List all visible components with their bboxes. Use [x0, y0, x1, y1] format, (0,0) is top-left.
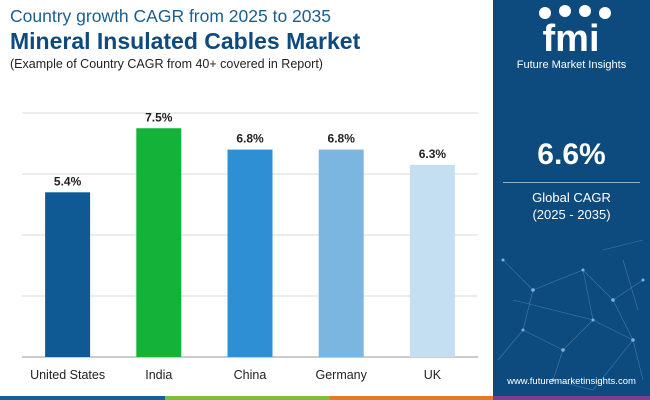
data-label: 6.8% [328, 132, 356, 146]
footer-strip-purple [493, 396, 650, 400]
website-url[interactable]: www.futuremarketinsights.com [507, 376, 636, 387]
footer-strip-blue [0, 396, 165, 400]
data-label: 6.3% [419, 147, 447, 161]
global-cagr-label: Global CAGR [532, 190, 611, 205]
data-label: 7.5% [145, 110, 173, 124]
bar [45, 192, 91, 357]
footer-strip-green [165, 396, 330, 400]
panel-divider [503, 182, 640, 183]
fmi-logo: fmi [539, 5, 611, 60]
bar-chart: 5.4% United States 7.5% India 6.8% China 6.8% G… [22, 110, 478, 382]
footer-strip-orange [330, 396, 493, 400]
chart-note: (Example of Country CAGR from 40+ covere… [10, 57, 323, 71]
chart-subtitle: Country growth CAGR from 2025 to 2035 [10, 6, 331, 26]
category-label: India [145, 368, 172, 382]
summary-panel: fmi Future Market Insights 6.6% Global C… [493, 0, 650, 400]
category-label: Germany [315, 368, 367, 382]
network-pattern [497, 239, 645, 391]
bar [318, 149, 364, 357]
global-cagr-value: 6.6% [537, 138, 606, 171]
category-label: UK [424, 368, 442, 382]
bar [227, 149, 273, 357]
bar [409, 164, 455, 357]
chart-title: Mineral Insulated Cables Market [10, 28, 361, 54]
category-label: China [234, 368, 267, 382]
logo-text: fmi [543, 18, 600, 60]
data-label: 5.4% [54, 174, 82, 188]
brand-name: Future Market Insights [516, 59, 627, 71]
data-label: 6.8% [236, 132, 264, 146]
logo-icons [539, 5, 611, 19]
category-label: United States [30, 368, 105, 382]
global-cagr-period: (2025 - 2035) [532, 207, 611, 222]
bar [136, 128, 182, 357]
